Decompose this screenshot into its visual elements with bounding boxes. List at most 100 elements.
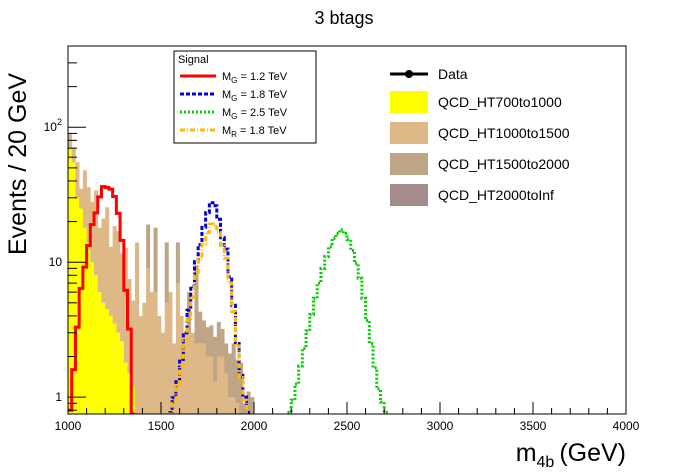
bar-qcd-ht1500to2000-1960 <box>246 391 251 414</box>
bar-qcd-ht1000to1500-1120 <box>90 201 95 263</box>
bar-qcd-ht1500to2000-1840 <box>224 343 229 374</box>
x-axis-title-unit: (GeV) <box>559 439 626 467</box>
signal-curves <box>68 185 388 414</box>
signal-label-rest: = 2.5 TeV <box>237 107 287 119</box>
bar-qcd-ht1000to1500-1500 <box>161 332 166 414</box>
y-tick-label: 10 <box>49 255 63 269</box>
bar-qcd-ht1000to1500-1900 <box>235 403 240 414</box>
x-axis-title-main: m <box>516 439 537 467</box>
bar-qcd-ht1500to2000-1740 <box>205 327 210 357</box>
bar-qcd-ht1000to1500-1060 <box>79 188 84 209</box>
bar-qcd-ht1500to2000-1700 <box>198 311 203 344</box>
bar-qcd-ht700to1000-1320 <box>127 373 132 414</box>
bar-qcd-ht1000to1500-1240 <box>112 226 117 324</box>
bar-qcd-ht1000to1500-1200 <box>105 207 110 309</box>
bar-qcd-ht1000to1500-1360 <box>134 242 139 414</box>
signal-label-main: M <box>222 125 231 137</box>
bar-qcd-ht1000to1500-1440 <box>149 292 154 414</box>
bar-qcd-ht1500to2000-1760 <box>209 325 214 357</box>
signal-label-sub: G <box>231 76 237 85</box>
x-axis-title: m4b (GeV) <box>516 439 626 471</box>
signal-label-rest: = 1.8 TeV <box>237 125 287 137</box>
signal-curve-4 <box>168 222 251 414</box>
background-legend: Data QCD_HT700to1000 QCD_HT1000to1500 QCD_… <box>390 66 570 206</box>
y-axis-title: Events / 20 GeV <box>4 73 32 255</box>
bar-qcd-ht700to1000-1140 <box>94 275 99 414</box>
bar-qcd-ht1000to1500-1100 <box>86 187 91 243</box>
bar-qcd-ht700to1000-1200 <box>105 308 110 414</box>
bar-qcd-ht700to1000-1100 <box>86 242 91 414</box>
bar-qcd-ht1500to2000-1920 <box>239 362 244 414</box>
signal-legend-label-4: MR = 1.8 TeV <box>222 125 287 139</box>
bar-qcd-ht1500to2000-1980 <box>250 397 255 414</box>
legend-swatch-1 <box>390 91 428 113</box>
x-tick-label: 3000 <box>427 419 454 433</box>
bar-qcd-ht1000to1500-1860 <box>227 397 232 414</box>
x-tick-label: 2000 <box>241 419 268 433</box>
bar-qcd-ht1500to2000-1780 <box>213 336 218 382</box>
bar-qcd-ht1000to1500-1540 <box>168 292 173 414</box>
bar-qcd-ht1000to1500-1580 <box>175 283 180 414</box>
bar-qcd-ht700to1000-1000 <box>68 148 73 414</box>
x-tick-label: 1500 <box>148 419 175 433</box>
signal-legend-box <box>173 50 317 144</box>
legend-label-4: QCD_HT2000toInf <box>438 187 554 203</box>
bar-qcd-ht1500to2000-1420 <box>146 224 151 269</box>
background-stack <box>68 133 255 414</box>
bar-qcd-ht1000to1500-1700 <box>198 343 203 414</box>
bar-qcd-ht700to1000-1220 <box>108 315 113 414</box>
y-tick-label-base: 10 <box>44 120 58 134</box>
bar-qcd-ht700to1000-1040 <box>75 197 80 414</box>
bar-qcd-ht1000to1500-1040 <box>75 162 80 198</box>
y-tick-label-exponent: 2 <box>57 117 62 127</box>
bar-qcd-ht700to1000-1280 <box>120 341 125 414</box>
bar-qcd-ht1000to1500-1140 <box>94 190 99 276</box>
bar-qcd-ht1000to1500-1080 <box>82 170 87 228</box>
bar-qcd-ht1000to1500-1380 <box>138 315 143 414</box>
signal-label-main: M <box>222 89 231 101</box>
plot-area <box>67 45 627 415</box>
bar-qcd-ht1500to2000-1460 <box>153 227 158 293</box>
bar-qcd-ht1500to2000-1520 <box>164 242 169 303</box>
signal-label-rest: = 1.8 TeV <box>237 89 287 101</box>
signal-label-main: M <box>222 71 231 83</box>
bar-qcd-ht1000to1500-1300 <box>123 247 128 363</box>
signal-label-sub: R <box>231 130 237 139</box>
signal-curve-1 <box>68 185 135 414</box>
bar-qcd-ht1000to1500-1720 <box>201 343 206 414</box>
signal-label-main: M <box>222 107 231 119</box>
legend-swatch-4 <box>390 184 428 206</box>
bar-qcd-ht1000to1500-1400 <box>142 302 147 414</box>
signal-label-rest: = 1.2 TeV <box>237 71 287 83</box>
signal-legend-label-3: MG = 2.5 TeV <box>222 107 288 121</box>
bar-qcd-ht1000to1500-1480 <box>157 315 162 414</box>
legend-swatch-3 <box>390 153 428 175</box>
y-tick-label: 1 <box>55 390 62 404</box>
signal-label-sub: G <box>231 94 237 103</box>
legend-swatch-2 <box>390 122 428 144</box>
bar-qcd-ht700to1000-1240 <box>112 323 117 414</box>
y-tick-label-base: 10 <box>49 255 63 269</box>
bar-qcd-ht1000to1500-1220 <box>108 246 113 316</box>
bar-qcd-ht1000to1500-1460 <box>153 292 158 414</box>
legend-label-2: QCD_HT1000to1500 <box>438 125 570 141</box>
signal-legend-label-2: MG = 1.8 TeV <box>222 89 288 103</box>
bar-qcd-ht1500to2000-1860 <box>227 353 232 398</box>
x-tick-label: 1000 <box>55 419 82 433</box>
legend-data-label: Data <box>438 66 468 82</box>
bar-qcd-ht700to1000-1080 <box>82 227 87 414</box>
bar-qcd-ht1000to1500-1760 <box>209 356 214 414</box>
bar-qcd-ht1500to2000-1820 <box>220 328 225 357</box>
x-axis: 1000 1500 2000 2500 3000 3500 4000 <box>55 402 640 433</box>
bar-qcd-ht1000to1500-1160 <box>97 227 102 293</box>
bar-qcd-ht700to1000-1020 <box>71 162 76 414</box>
bar-qcd-ht1000to1500-1320 <box>127 279 132 374</box>
bar-qcd-ht1000to1500-1020 <box>71 148 76 163</box>
bar-qcd-ht1000to1500-1660 <box>190 332 195 414</box>
signal-curve-3 <box>287 228 388 414</box>
bar-qcd-ht1000to1500-1280 <box>120 253 125 342</box>
x-tick-label: 2500 <box>334 419 361 433</box>
bar-qcd-ht1000to1500-1820 <box>220 356 225 414</box>
y-tick-label: 102 <box>44 117 62 134</box>
